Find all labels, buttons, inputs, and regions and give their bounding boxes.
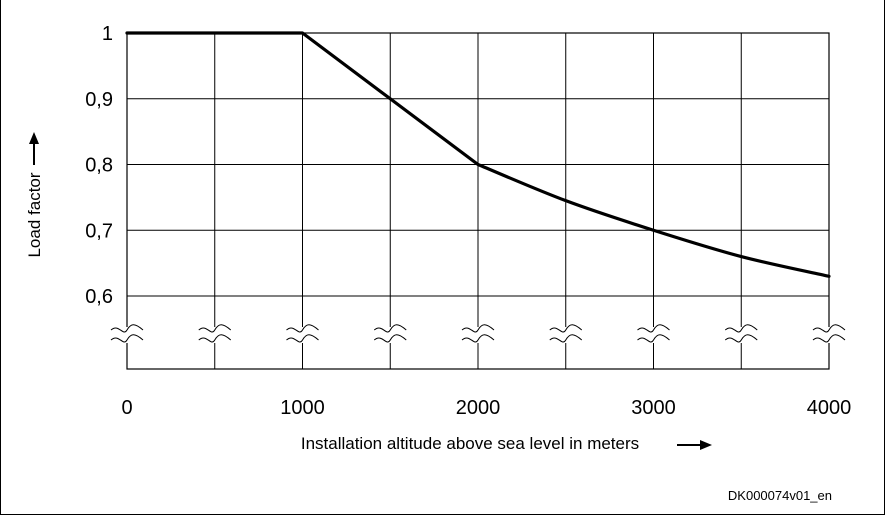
- x-tick-label: 3000: [631, 397, 676, 419]
- y-axis-arrow: [29, 132, 39, 165]
- y-tick-label: 0,9: [85, 89, 113, 111]
- y-axis-label: Load factor: [25, 172, 44, 257]
- break-wave: [286, 334, 319, 343]
- break-wave: [549, 334, 583, 343]
- grid: [126, 32, 830, 370]
- break-wave: [373, 324, 407, 333]
- break-wave: [637, 334, 670, 343]
- x-tick-label: 1000: [280, 397, 325, 419]
- y-tick-label: 0,7: [85, 220, 113, 242]
- break-wave: [637, 324, 670, 333]
- y-tick-label: 1: [102, 23, 113, 45]
- break-wave: [812, 334, 846, 343]
- axis-break-marks: [109, 324, 847, 343]
- break-wave: [198, 334, 232, 343]
- x-axis-label: Installation altitude above sea level in…: [301, 434, 639, 453]
- y-tick-label: 0,6: [85, 286, 113, 308]
- break-wave: [724, 324, 758, 333]
- break-wave: [110, 334, 144, 343]
- break-wave: [110, 324, 144, 333]
- break-wave: [724, 334, 758, 343]
- break-wave: [549, 324, 583, 333]
- figure-code: DK000074v01_en: [728, 488, 832, 503]
- x-tick-label: 2000: [456, 397, 501, 419]
- series-layer: [125, 31, 831, 278]
- y-tick-label: 0,8: [85, 155, 113, 177]
- series-line-load-factor: [125, 31, 831, 278]
- break-wave: [461, 334, 495, 343]
- break-wave: [198, 324, 232, 333]
- x-tick-label: 0: [121, 397, 132, 419]
- break-wave: [286, 324, 319, 333]
- tick-labels: 0 1000 2000 3000 4000 1 0,9 0,8 0,7 0,6: [85, 23, 851, 419]
- break-wave: [373, 334, 407, 343]
- x-axis-arrow: [677, 440, 712, 450]
- break-wave: [461, 324, 495, 333]
- break-wave: [812, 324, 846, 333]
- x-tick-label: 4000: [807, 397, 852, 419]
